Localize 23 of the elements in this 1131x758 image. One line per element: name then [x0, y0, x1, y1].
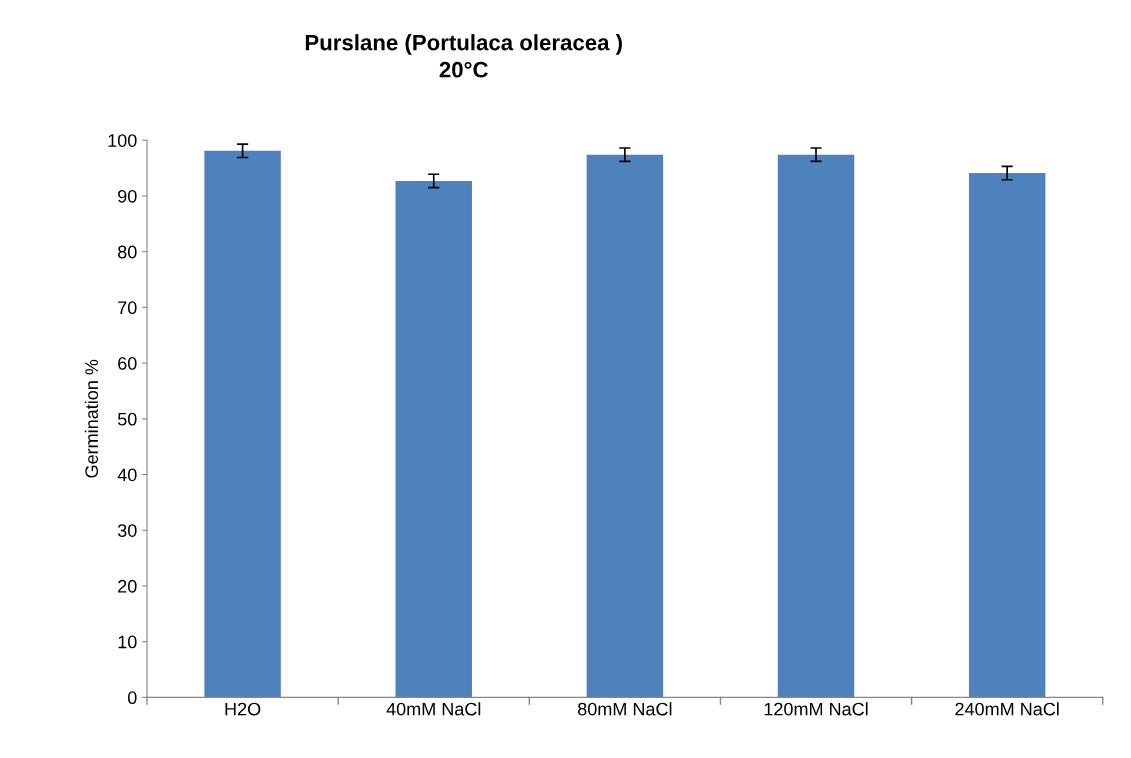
x-tick-label: H2O — [225, 702, 261, 716]
chart-title: Purslane (Portulaca oleracea ) 20°C — [305, 34, 622, 78]
x-tick-label: 80mM NaCl — [578, 702, 672, 716]
y-tick-label: 80 — [118, 245, 137, 259]
y-tick-label: 50 — [117, 412, 137, 426]
x-tick-label: 240mM NaCl — [955, 702, 1059, 716]
y-tick-label: 40 — [117, 468, 137, 482]
bar — [395, 180, 472, 698]
y-tick-label: 0 — [127, 691, 137, 705]
y-tick-label: 60 — [118, 357, 137, 370]
x-tick-label: 120mM NaCl — [764, 702, 868, 716]
bar — [968, 173, 1046, 698]
bar — [204, 150, 281, 698]
bar — [586, 154, 664, 698]
y-tick-label: 20 — [118, 579, 137, 593]
bar — [777, 154, 855, 698]
y-tick-label: 100 — [108, 134, 137, 147]
y-tick-label: 10 — [118, 635, 137, 649]
y-tick-label: 90 — [118, 189, 137, 203]
y-axis-title: Germination % — [84, 359, 99, 478]
y-tick-label: 30 — [117, 524, 137, 537]
y-tick-label: 70 — [118, 301, 137, 315]
x-tick-label: 40mM NaCl — [386, 702, 481, 716]
